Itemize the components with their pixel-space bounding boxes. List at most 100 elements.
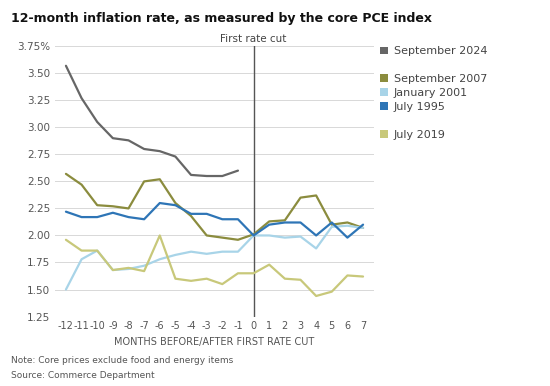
July 2019 <box>282 276 288 281</box>
July 1995 <box>282 220 288 225</box>
Legend: September 2024, , September 2007, January 2001, July 1995, , July 2019: September 2024, , September 2007, Januar… <box>381 46 487 140</box>
July 1995 <box>125 215 132 219</box>
July 1995 <box>313 233 320 238</box>
September 2007 <box>235 237 241 242</box>
September 2007 <box>328 222 335 227</box>
July 2019 <box>125 266 132 270</box>
September 2024 <box>141 147 147 151</box>
July 2019 <box>109 268 116 273</box>
September 2007 <box>156 177 163 181</box>
September 2007 <box>204 233 210 238</box>
July 1995 <box>63 209 69 214</box>
July 1995 <box>188 212 194 216</box>
July 2019 <box>78 248 85 253</box>
Line: July 2019: July 2019 <box>66 235 363 296</box>
July 1995 <box>141 217 147 222</box>
September 2024 <box>204 174 210 178</box>
September 2024 <box>172 154 179 159</box>
September 2024 <box>63 63 69 68</box>
September 2007 <box>266 219 273 224</box>
January 2001 <box>266 233 273 238</box>
September 2024 <box>78 96 85 100</box>
September 2007 <box>125 206 132 211</box>
Line: September 2007: September 2007 <box>66 174 363 240</box>
January 2001 <box>297 234 304 239</box>
July 1995 <box>109 210 116 215</box>
July 2019 <box>204 276 210 281</box>
January 2001 <box>344 223 351 228</box>
January 2001 <box>219 249 225 254</box>
September 2007 <box>297 195 304 200</box>
July 2019 <box>172 276 179 281</box>
July 1995 <box>250 233 257 238</box>
July 2019 <box>266 262 273 267</box>
July 2019 <box>156 233 163 238</box>
July 2019 <box>297 278 304 282</box>
July 1995 <box>344 235 351 240</box>
January 2001 <box>360 225 366 230</box>
January 2001 <box>282 235 288 240</box>
Line: September 2024: September 2024 <box>66 66 238 176</box>
January 2001 <box>328 225 335 229</box>
January 2001 <box>156 257 163 262</box>
July 2019 <box>313 294 320 298</box>
September 2007 <box>282 218 288 223</box>
September 2024 <box>219 174 225 178</box>
January 2001 <box>204 252 210 256</box>
July 2019 <box>344 273 351 278</box>
July 2019 <box>219 282 225 286</box>
September 2024 <box>188 173 194 177</box>
September 2007 <box>63 171 69 176</box>
Text: First rate cut: First rate cut <box>221 34 287 44</box>
July 1995 <box>204 212 210 216</box>
July 2019 <box>188 279 194 283</box>
January 2001 <box>141 263 147 268</box>
July 1995 <box>266 222 273 227</box>
July 1995 <box>297 220 304 225</box>
July 1995 <box>328 220 335 225</box>
July 1995 <box>219 217 225 222</box>
September 2007 <box>141 179 147 184</box>
September 2024 <box>94 120 101 124</box>
July 1995 <box>156 201 163 205</box>
July 2019 <box>235 271 241 276</box>
July 1995 <box>172 203 179 208</box>
July 2019 <box>328 290 335 294</box>
January 2001 <box>94 248 101 253</box>
July 2019 <box>141 269 147 273</box>
Text: 12-month inflation rate, as measured by the core PCE index: 12-month inflation rate, as measured by … <box>11 12 432 25</box>
Line: July 1995: July 1995 <box>66 203 363 238</box>
September 2024 <box>156 149 163 154</box>
July 1995 <box>94 215 101 219</box>
January 2001 <box>235 249 241 254</box>
September 2007 <box>94 203 101 208</box>
September 2007 <box>188 214 194 218</box>
September 2007 <box>250 232 257 237</box>
September 2024 <box>109 136 116 141</box>
January 2001 <box>63 287 69 292</box>
July 1995 <box>78 215 85 219</box>
September 2007 <box>344 220 351 225</box>
January 2001 <box>125 267 132 271</box>
Text: Note: Core prices exclude food and energy items: Note: Core prices exclude food and energ… <box>11 356 233 365</box>
X-axis label: MONTHS BEFORE/AFTER FIRST RATE CUT: MONTHS BEFORE/AFTER FIRST RATE CUT <box>114 337 315 347</box>
July 2019 <box>63 237 69 242</box>
January 2001 <box>313 246 320 251</box>
January 2001 <box>188 249 194 254</box>
July 1995 <box>235 217 241 222</box>
September 2007 <box>219 235 225 240</box>
January 2001 <box>78 257 85 262</box>
September 2007 <box>172 201 179 205</box>
September 2024 <box>125 138 132 143</box>
July 2019 <box>360 274 366 279</box>
July 2019 <box>94 248 101 253</box>
July 2019 <box>250 271 257 276</box>
September 2007 <box>78 182 85 187</box>
Text: Source: Commerce Department: Source: Commerce Department <box>11 371 155 380</box>
September 2007 <box>109 204 116 208</box>
January 2001 <box>172 252 179 257</box>
January 2001 <box>109 268 116 273</box>
September 2007 <box>313 193 320 198</box>
July 1995 <box>360 222 366 227</box>
January 2001 <box>250 233 257 238</box>
